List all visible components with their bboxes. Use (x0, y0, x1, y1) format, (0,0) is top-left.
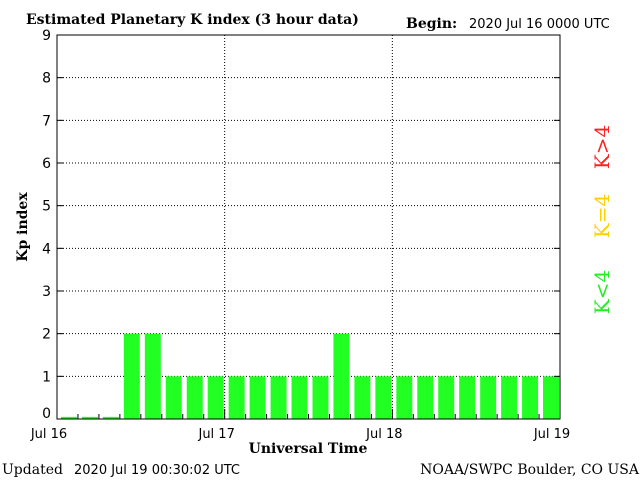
kp-bar (186, 376, 203, 419)
y-tick-label: 4 (42, 241, 51, 257)
y-axis-label: Kp index (15, 192, 31, 262)
kp-bar (102, 416, 119, 419)
x-axis-label: Universal Time (249, 441, 368, 457)
x-axis-ticks: Jul 16 Jul 17 Jul 18 Jul 19 (30, 409, 570, 442)
kp-bar (144, 333, 161, 419)
kp-bar (396, 376, 413, 419)
y-tick-label: 2 (42, 327, 51, 343)
legend-k-below-4: K<4 (590, 270, 614, 314)
kp-bar (459, 376, 476, 419)
kp-bar (501, 376, 518, 419)
kp-bar (291, 376, 308, 419)
kp-bar (333, 333, 350, 419)
kp-bar (81, 416, 98, 419)
x-tick-label: Jul 19 (533, 427, 570, 442)
kp-bar (228, 376, 245, 419)
y-tick-label: 5 (42, 199, 51, 215)
y-tick-label: 9 (42, 28, 51, 44)
kp-bar (522, 376, 539, 419)
x-tick-label: Jul 17 (197, 427, 234, 442)
updated-timestamp: 2020 Jul 19 00:30:02 UTC (74, 463, 240, 478)
y-axis-ticks: 0 1 2 3 4 5 6 7 8 9 (42, 28, 560, 422)
y-tick-label: 0 (42, 406, 51, 422)
kp-bar (249, 376, 266, 419)
legend-k-above-4: K>4 (590, 125, 614, 169)
kp-bar (543, 376, 559, 419)
kp-bar (270, 376, 287, 419)
kp-bar (312, 376, 329, 419)
y-tick-label: 6 (42, 156, 51, 172)
kp-bar (375, 376, 392, 419)
kp-bar (480, 376, 497, 419)
x-tick-label: Jul 16 (30, 427, 67, 442)
kp-bar (354, 376, 371, 419)
legend-k-equal-4: K=4 (590, 194, 614, 238)
chart-title: Estimated Planetary K index (3 hour data… (26, 12, 359, 28)
x-tick-label: Jul 18 (365, 427, 402, 442)
begin-date: 2020 Jul 16 0000 UTC (469, 17, 610, 32)
y-tick-label: 1 (42, 369, 51, 385)
y-tick-label: 8 (42, 71, 51, 87)
y-tick-label: 3 (42, 284, 51, 300)
kp-bar (207, 376, 224, 419)
updated-label: Updated (2, 462, 63, 478)
y-tick-label: 7 (42, 113, 51, 129)
kp-bar (438, 376, 455, 419)
kp-bar (417, 376, 434, 419)
source-credit: NOAA/SWPC Boulder, CO USA (420, 462, 640, 478)
begin-label: Begin: (406, 16, 457, 32)
bars (61, 333, 559, 419)
grid (57, 35, 560, 419)
kp-bar (61, 416, 77, 419)
kp-bar (123, 333, 140, 419)
kp-bar (165, 376, 182, 419)
